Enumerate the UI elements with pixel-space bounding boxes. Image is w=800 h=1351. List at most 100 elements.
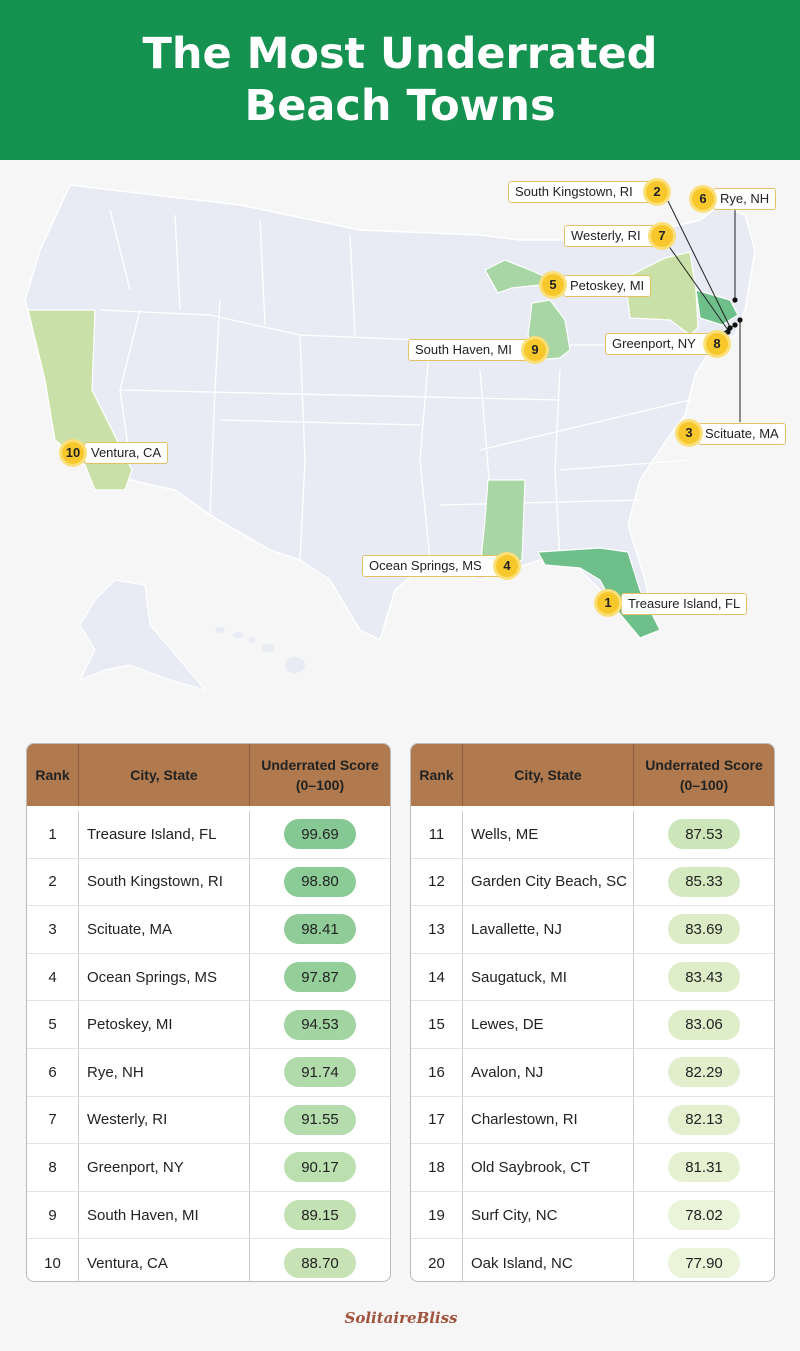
- score-cell: 89.15: [250, 1192, 390, 1240]
- rank-cell: 7: [27, 1096, 79, 1145]
- page-title: The Most Underrated Beach Towns: [142, 29, 658, 131]
- table-header: Rank City, State Underrated Score (0–100…: [411, 744, 774, 806]
- city-cell: Old Saybrook, CT: [463, 1144, 634, 1192]
- score-cell: 83.06: [634, 1001, 774, 1049]
- city-cell: Rye, NH: [79, 1048, 250, 1097]
- rank-cell: 5: [27, 1001, 79, 1049]
- score-cell: 97.87: [250, 954, 390, 1002]
- score-pill: 98.80: [284, 866, 356, 897]
- state-new-york: [624, 251, 699, 336]
- score-cell: 82.29: [634, 1049, 774, 1097]
- location-dots: [725, 297, 743, 335]
- score-cell: 78.02: [634, 1192, 774, 1240]
- rank-cell: 19: [411, 1191, 463, 1240]
- table-row: 11 Wells, ME 87.53: [411, 811, 774, 859]
- header-rank: Rank: [27, 744, 79, 806]
- city-cell: Surf City, NC: [463, 1191, 634, 1240]
- header-score-line2: (0–100): [679, 777, 729, 793]
- city-cell: Petoskey, MI: [79, 1001, 250, 1049]
- map-label-name: South Haven, MI: [408, 339, 537, 361]
- rank-cell: 11: [411, 811, 463, 859]
- header-score: Underrated Score (0–100): [634, 744, 774, 806]
- rank-cell: 3: [27, 906, 79, 954]
- rank-cell: 8: [27, 1144, 79, 1192]
- city-cell: Lewes, DE: [463, 1001, 634, 1049]
- score-pill: 97.87: [284, 962, 356, 993]
- brand-logo: SolitaireBliss: [338, 1305, 464, 1331]
- city-cell: Ventura, CA: [79, 1239, 250, 1281]
- score-pill: 91.55: [284, 1104, 356, 1135]
- map-rank-badge: 3: [678, 422, 700, 444]
- score-pill: 82.29: [668, 1057, 740, 1088]
- table-row: 15 Lewes, DE 83.06: [411, 1001, 774, 1049]
- table-row: 19 Surf City, NC 78.02: [411, 1191, 774, 1240]
- map-label-name: Rye, NH: [713, 188, 777, 210]
- score-cell: 94.53: [250, 1001, 390, 1049]
- map-rank-badge: 1: [597, 592, 619, 614]
- rank-cell: 12: [411, 858, 463, 907]
- table-row: 12 Garden City Beach, SC 85.33: [411, 858, 774, 907]
- city-cell: Greenport, NY: [79, 1144, 250, 1192]
- score-pill: 87.53: [668, 819, 740, 850]
- score-pill: 88.70: [284, 1248, 356, 1279]
- map-label-name: Scituate, MA: [698, 423, 786, 445]
- header-city: City, State: [79, 744, 250, 806]
- rank-cell: 10: [27, 1239, 79, 1281]
- score-pill: 81.31: [668, 1152, 740, 1183]
- score-pill: 94.53: [284, 1009, 356, 1040]
- table-row: 20 Oak Island, NC 77.90: [411, 1239, 774, 1281]
- rank-cell: 17: [411, 1096, 463, 1145]
- table-body: 1 Treasure Island, FL 99.69 2 South Kingsto…: [27, 806, 390, 1281]
- city-cell: Wells, ME: [463, 811, 634, 859]
- rank-cell: 15: [411, 1001, 463, 1049]
- map-label-name: Petoskey, MI: [563, 275, 652, 297]
- table-row: 1 Treasure Island, FL 99.69: [27, 811, 390, 859]
- score-pill: 99.69: [284, 819, 356, 850]
- score-pill: 83.69: [668, 914, 740, 945]
- rank-cell: 6: [27, 1048, 79, 1097]
- score-cell: 91.74: [250, 1049, 390, 1097]
- score-pill: 83.43: [668, 962, 740, 993]
- logo-text: SolitaireBliss: [344, 1309, 458, 1327]
- score-cell: 99.69: [250, 811, 390, 859]
- city-cell: Charlestown, RI: [463, 1096, 634, 1145]
- city-cell: South Kingstown, RI: [79, 858, 250, 907]
- map-label-name: South Kingstown, RI: [508, 181, 658, 203]
- rank-cell: 16: [411, 1048, 463, 1097]
- table-row: 8 Greenport, NY 90.17: [27, 1144, 390, 1192]
- city-cell: Lavallette, NJ: [463, 906, 634, 954]
- rank-cell: 1: [27, 811, 79, 859]
- city-cell: Avalon, NJ: [463, 1048, 634, 1097]
- score-pill: 78.02: [668, 1200, 740, 1231]
- table-row: 4 Ocean Springs, MS 97.87: [27, 953, 390, 1002]
- header-score-line1: Underrated Score: [645, 757, 763, 773]
- table-row: 2 South Kingstown, RI 98.80: [27, 858, 390, 907]
- table-row: 18 Old Saybrook, CT 81.31: [411, 1144, 774, 1192]
- header-rank: Rank: [411, 744, 463, 806]
- state-florida: [537, 547, 661, 639]
- map-label-name: Ocean Springs, MS: [362, 555, 507, 577]
- hawaii-islands: [215, 627, 305, 673]
- table-header: Rank City, State Underrated Score (0–100…: [27, 744, 390, 806]
- score-pill: 91.74: [284, 1057, 356, 1088]
- score-cell: 82.13: [634, 1097, 774, 1145]
- header-score: Underrated Score (0–100): [250, 744, 390, 806]
- map-rank-badge: 7: [651, 225, 673, 247]
- score-pill: 77.90: [668, 1248, 740, 1279]
- map-rank-badge: 9: [524, 339, 546, 361]
- table-row: 3 Scituate, MA 98.41: [27, 906, 390, 954]
- city-cell: Scituate, MA: [79, 906, 250, 954]
- ranking-table-right: Rank City, State Underrated Score (0–100…: [410, 743, 775, 1282]
- table-row: 14 Saugatuck, MI 83.43: [411, 953, 774, 1002]
- header-city: City, State: [463, 744, 634, 806]
- score-pill: 90.17: [284, 1152, 356, 1183]
- city-cell: Garden City Beach, SC: [463, 858, 634, 907]
- table-row: 9 South Haven, MI 89.15: [27, 1191, 390, 1240]
- table-body: 11 Wells, ME 87.53 12 Garden City Beach, SC…: [411, 806, 774, 1281]
- score-cell: 81.31: [634, 1144, 774, 1192]
- score-cell: 87.53: [634, 811, 774, 859]
- score-pill: 85.33: [668, 866, 740, 897]
- us-map-svg: [24, 184, 756, 692]
- city-cell: Oak Island, NC: [463, 1239, 634, 1281]
- table-row: 17 Charlestown, RI 82.13: [411, 1096, 774, 1145]
